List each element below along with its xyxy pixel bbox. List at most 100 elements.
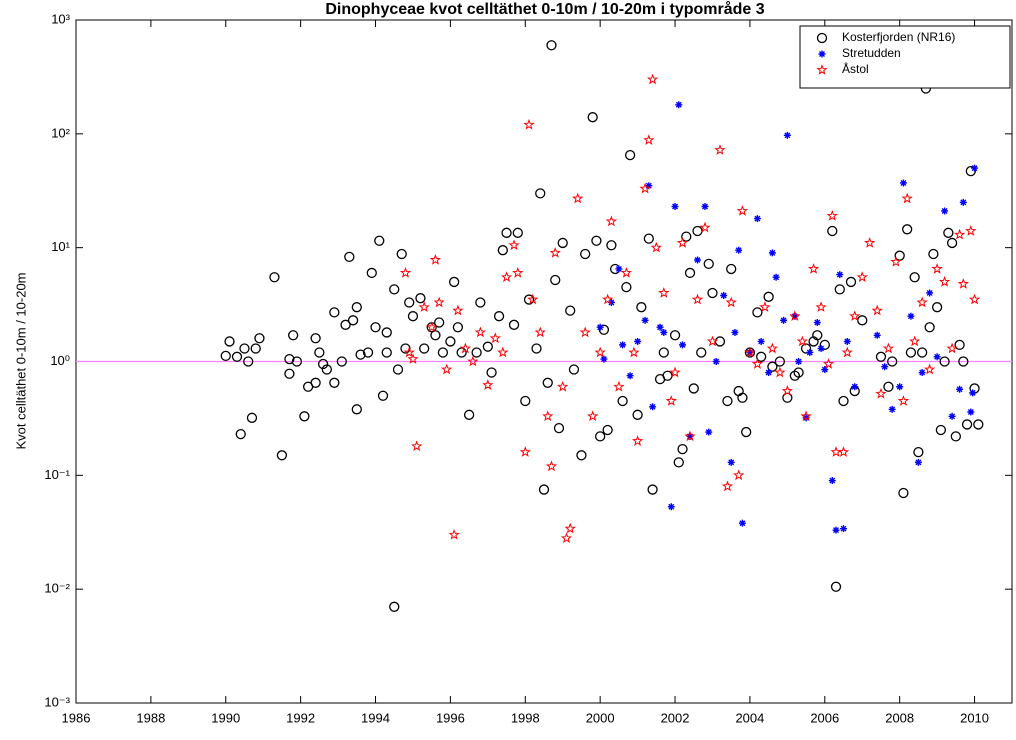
point (284, 368, 295, 379)
point (634, 337, 642, 345)
point (931, 302, 943, 313)
point (774, 356, 786, 367)
point (329, 377, 340, 388)
point (643, 134, 655, 145)
point (926, 289, 934, 297)
point (407, 311, 419, 322)
point (605, 215, 618, 227)
point (845, 276, 857, 288)
point (931, 263, 943, 274)
point (971, 164, 979, 172)
legend-marker (816, 32, 828, 44)
point (607, 298, 615, 306)
x-tick-label: 1988 (136, 710, 165, 725)
point (523, 294, 535, 305)
x-tick-label: 2002 (661, 710, 690, 725)
point (684, 267, 696, 279)
point (351, 404, 362, 415)
legend-label: Stretudden (842, 46, 901, 60)
point (632, 409, 643, 420)
y-tick-label: 10⁻² (44, 581, 70, 596)
point (467, 355, 479, 367)
point (789, 310, 801, 321)
point (660, 328, 668, 336)
point (430, 330, 441, 341)
x-tick-label: 2000 (586, 710, 615, 725)
point (631, 435, 644, 446)
point (497, 245, 508, 256)
point (696, 347, 707, 358)
point (821, 366, 829, 374)
point (235, 429, 246, 440)
point (557, 380, 569, 392)
x-tick-label: 1994 (361, 710, 390, 725)
point (961, 419, 973, 430)
point (448, 529, 460, 540)
point (545, 460, 558, 472)
point (310, 333, 321, 344)
point (882, 342, 895, 354)
point (706, 335, 719, 347)
point (897, 395, 910, 406)
point (902, 224, 913, 235)
point (512, 266, 524, 278)
point (766, 342, 779, 354)
point (381, 327, 392, 338)
point (688, 383, 699, 394)
point (560, 532, 573, 544)
point (546, 40, 557, 51)
point (493, 311, 505, 322)
point (523, 118, 535, 130)
point (954, 339, 965, 351)
point (269, 272, 280, 283)
point (736, 205, 749, 216)
point (837, 446, 850, 457)
point (377, 390, 389, 401)
point (299, 411, 310, 422)
point (781, 385, 793, 396)
point (720, 292, 728, 300)
point (973, 419, 984, 430)
point (819, 339, 830, 351)
point (531, 343, 542, 354)
point (553, 422, 565, 434)
point (875, 351, 887, 362)
point (434, 317, 445, 328)
point (448, 276, 460, 288)
point (812, 330, 823, 341)
point (725, 296, 737, 308)
point (459, 342, 472, 354)
point (800, 410, 812, 422)
point (224, 336, 235, 347)
point (456, 347, 467, 358)
point (463, 409, 475, 420)
point (751, 358, 764, 369)
y-tick-label: 10⁰ (50, 353, 70, 368)
point (817, 345, 825, 353)
point (452, 322, 464, 333)
point (938, 275, 951, 287)
point (276, 450, 288, 461)
point (871, 304, 883, 316)
point (482, 379, 494, 390)
point (830, 446, 842, 457)
point (550, 274, 561, 286)
point (671, 202, 679, 210)
chart-title: Dinophyceae kvot celltäthet 0-10m / 10-2… (325, 0, 764, 18)
point (905, 347, 917, 358)
point (948, 412, 956, 420)
point (836, 271, 844, 279)
point (756, 351, 767, 362)
point (673, 457, 684, 468)
point (411, 440, 423, 452)
point (602, 424, 613, 436)
point (587, 410, 599, 422)
point (602, 293, 614, 305)
point (620, 266, 632, 278)
x-tick-label: 1992 (286, 710, 315, 725)
point (508, 319, 520, 330)
point (791, 312, 799, 320)
x-tick-label: 2006 (810, 710, 839, 725)
point (636, 302, 647, 313)
point (675, 101, 683, 109)
